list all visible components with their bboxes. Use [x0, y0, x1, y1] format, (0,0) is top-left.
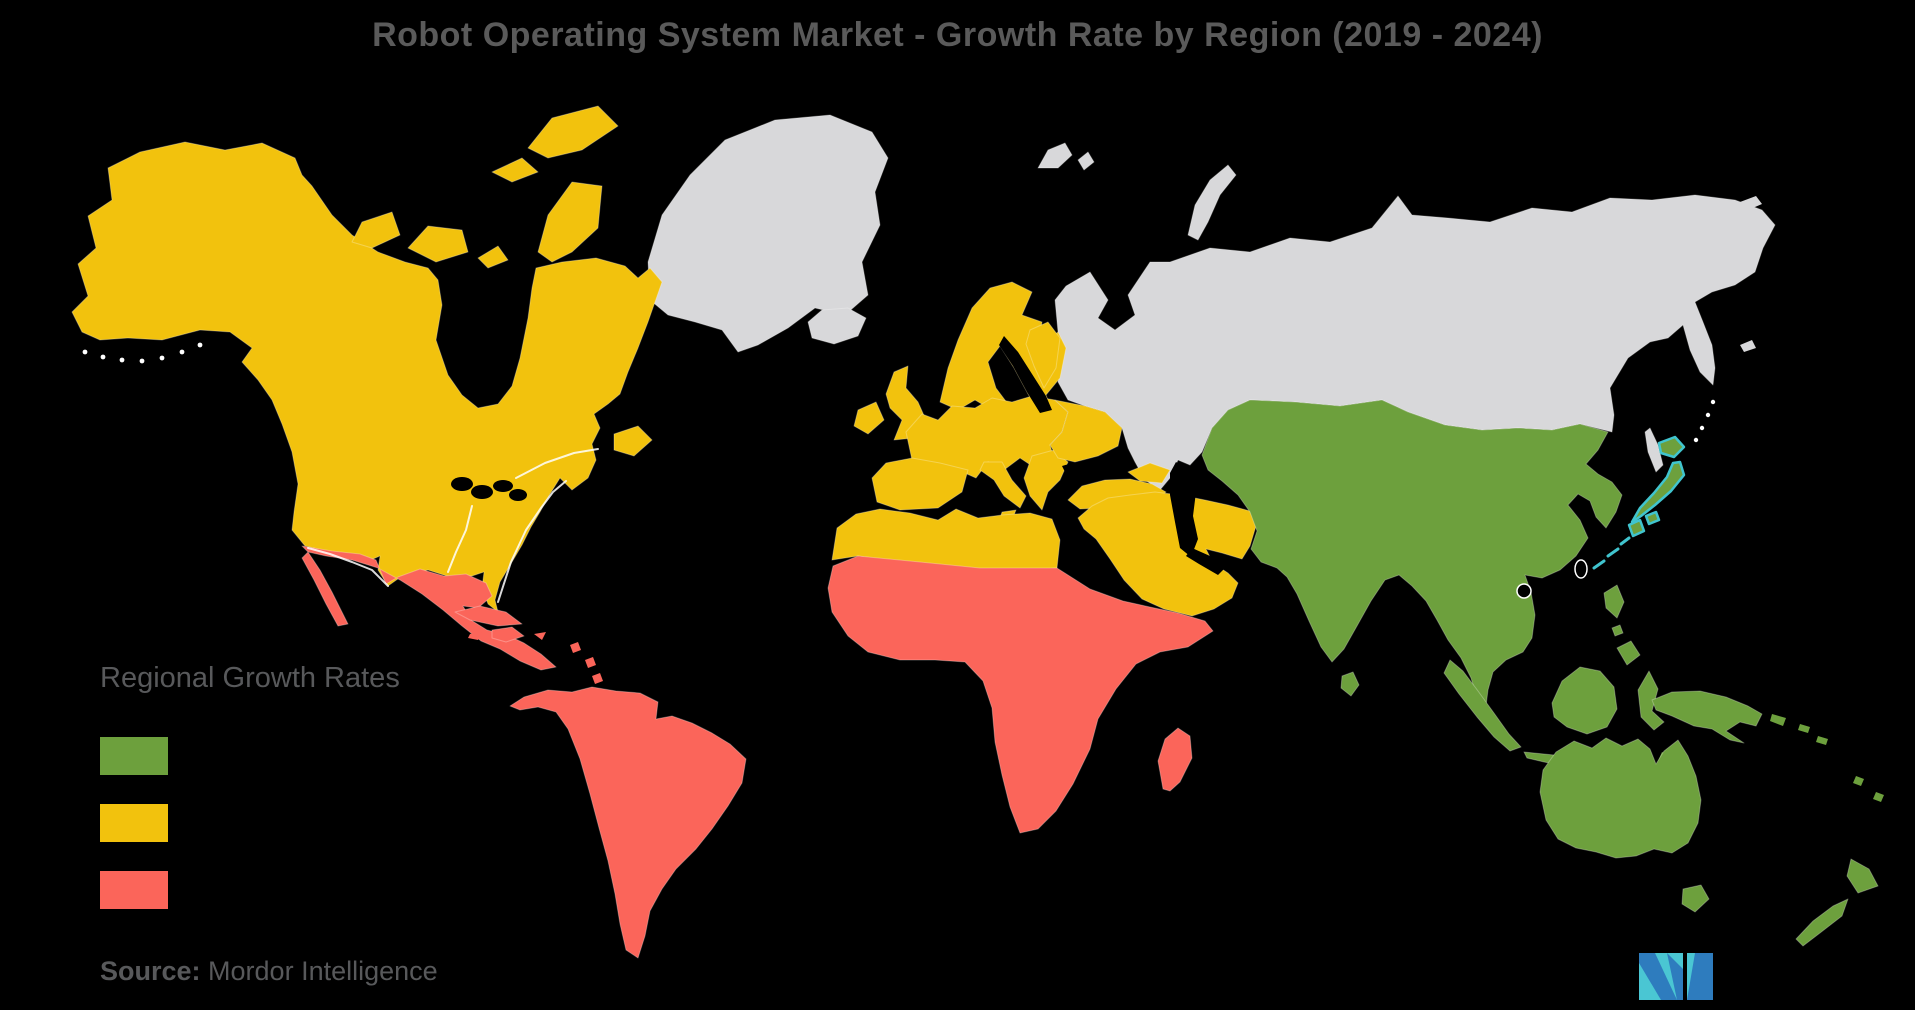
island-hispaniola: [491, 626, 525, 643]
islands-philippines: [1603, 584, 1641, 666]
island-madagascar: [1157, 727, 1193, 792]
baltic-sea: [999, 336, 1052, 413]
region-new-zealand-north: [1846, 858, 1879, 894]
rio-grande-border-line: [307, 547, 389, 587]
island-sri-lanka: [1340, 671, 1360, 697]
island-sakhalin: [1644, 427, 1664, 473]
region-new-zealand-south: [1795, 898, 1849, 947]
great-lake-4: [509, 489, 527, 501]
great-lake-3: [493, 480, 513, 492]
aleutian-islands: [82, 342, 203, 364]
island-cuba: [454, 605, 523, 627]
island-sumatra: [1443, 659, 1522, 752]
logo-blue-bar: [1687, 953, 1713, 1000]
region-iberia: [871, 457, 969, 511]
region-iceland: [807, 307, 867, 345]
logo-blue-diagonal-1: [1639, 953, 1677, 1000]
logo-gap: [1683, 953, 1687, 1000]
island-tasmania: [1681, 884, 1710, 913]
inland-water: [451, 336, 1226, 575]
region-japan: [1592, 435, 1686, 570]
island-honshu: [1630, 460, 1686, 524]
kuril-islands: [1693, 399, 1716, 443]
island-hainan: [1516, 583, 1532, 599]
map-details: [82, 342, 1716, 603]
page-title: Robot Operating System Market - Growth R…: [372, 16, 1543, 54]
island-newfoundland: [613, 425, 653, 457]
region-russia: [1054, 194, 1776, 491]
source-text: Mordor Intelligence: [208, 956, 438, 986]
islands-melanesia: [1770, 714, 1884, 802]
islands-canadian-arctic: [351, 105, 619, 269]
island-kyushu: [1627, 518, 1646, 538]
region-finland: [1025, 321, 1061, 389]
mississippi-river-line: [447, 505, 473, 573]
legend: Regional Growth Rates: [100, 662, 400, 909]
caspian-sea: [1170, 462, 1198, 557]
source-label: Source:: [100, 956, 201, 986]
region-ireland: [853, 401, 885, 435]
island-borneo: [1551, 666, 1618, 735]
region-mexico: [301, 545, 557, 671]
region-sub-saharan-africa: [827, 555, 1214, 834]
region-australia: [1539, 737, 1702, 859]
great-lake-1: [451, 477, 473, 491]
island-novaya-zemlya: [1187, 164, 1237, 241]
logo-blue-diagonal-2: [1667, 953, 1683, 1000]
mordor-intelligence-logo: [1639, 953, 1713, 1000]
island-sulawesi: [1637, 670, 1665, 731]
legend-title: Regional Growth Rates: [100, 662, 400, 694]
legend-swatch-low-growth: [100, 871, 168, 909]
region-group-nodata: [647, 114, 1776, 491]
island-new-guinea: [1651, 690, 1763, 744]
island-svalbard: [1037, 142, 1095, 171]
region-caucasus: [1127, 462, 1171, 484]
source-attribution: Source: Mordor Intelligence: [100, 956, 438, 987]
great-lake-2: [471, 485, 493, 499]
island-shikoku: [1644, 510, 1661, 526]
region-baja-california: [301, 551, 349, 627]
region-asia-mainland: [1201, 399, 1623, 707]
region-group-low: [301, 545, 1214, 959]
us-east-coast-line: [497, 480, 567, 603]
legend-swatch-medium-growth: [100, 804, 168, 842]
region-italy: [979, 461, 1027, 521]
region-greenland: [647, 114, 889, 353]
island-taiwan: [1574, 559, 1588, 579]
region-middle-east: [1077, 491, 1257, 617]
persian-gulf: [1186, 548, 1226, 575]
legend-swatch-high-growth: [100, 737, 168, 775]
region-south-america: [509, 686, 747, 959]
islands-ryukyu: [1592, 536, 1631, 570]
st-lawrence-line: [515, 448, 599, 479]
black-sea: [1062, 460, 1128, 480]
island-hokkaido: [1657, 435, 1686, 459]
region-ukraine: [1049, 399, 1123, 463]
region-group-high: [1201, 399, 1884, 947]
